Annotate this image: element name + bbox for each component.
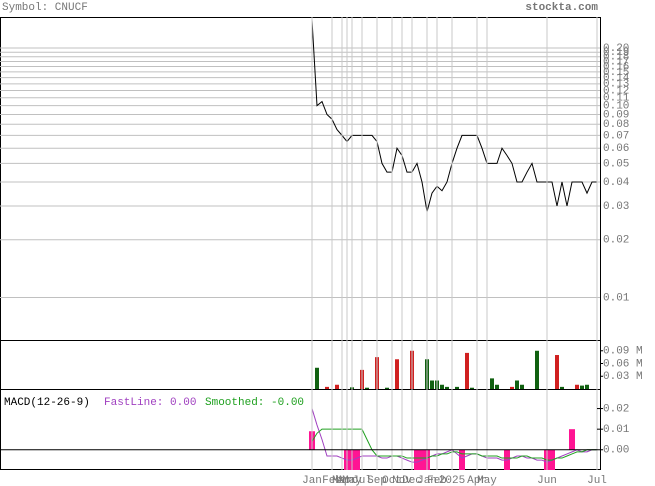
y-tick-label: 0.13 [603,79,629,91]
x-tick-label: Apr [467,475,487,486]
y-tick-label: 0.01 [603,424,630,436]
volume-bar [490,378,494,389]
price-panel [0,19,600,298]
y-tick-label: 0.11 [603,93,630,105]
volume-bar [440,384,444,389]
x-tick-label: Nov [392,475,412,486]
x-tick-label: Dec [402,475,422,486]
volume-bar [495,384,499,389]
x-tick-label: Jul [587,475,607,486]
x-tick-label: Jan [417,475,437,486]
volume-bar [515,380,519,389]
volume-bar [510,386,514,389]
site: stockta.com [525,2,598,14]
price-line [311,19,597,212]
histogram-bar [414,449,420,470]
histogram-bar [354,449,360,470]
y-tick-label: 0.00 [603,445,629,457]
volume-bar [465,352,469,389]
y-tick-label: 0.02 [603,235,629,247]
y-tick-label: 0.17 [603,56,629,68]
x-tick-label: Jun [537,475,557,486]
x-tick-label: 2025 [439,475,465,486]
volume-bar [555,355,559,389]
volume-bar [585,384,589,389]
y-tick-label: 0.20 [603,43,629,55]
x-tick-label: May [342,475,362,486]
y-tick-label: 0.08 [603,119,629,131]
volume-bar [520,384,524,389]
volume-bar [455,386,459,389]
x-tick-label: Feb [322,475,342,486]
y-tick-label: 0.09 [603,109,629,121]
volume-bar [445,386,449,389]
histogram-bar [569,429,575,450]
x-tick-label: Oct [382,475,402,486]
y-tick-label: 0.05 [603,158,629,170]
x-tick-label: Apr [337,475,357,486]
y-tick-label: 0.15 [603,67,629,79]
y-tick-label: 0.16 [603,61,629,73]
y-tick-label: 0.03 M [603,371,643,383]
volume-bar [385,387,389,389]
volume-bar [315,367,319,389]
symbol: Symbol: CNUCF [2,2,88,14]
x-tick-label: Mar [332,475,352,486]
volume-bar [365,387,369,389]
macd-line [311,428,597,461]
x-tick-label: Sep [367,475,387,486]
y-tick-label: 0.18 [603,52,629,64]
volume-bar [430,380,434,389]
x-tick-label: Jan [302,475,322,486]
y-tick-label: 0.14 [603,73,630,85]
y-tick-label: 0.01 [603,292,630,304]
volume-bar [575,384,579,389]
volume-bar [580,385,584,389]
x-tick-label: Feb [427,475,447,486]
y-tick-label: 0.06 M [603,358,643,370]
x-tick-label: Jul [352,475,372,486]
y-tick-label: 0.03 [603,201,629,213]
x-tick-label: May [477,475,497,486]
y-tick-label: 0.04 [603,177,630,189]
y-tick-label: 0.02 [603,403,629,415]
y-tick-label: 0.09 M [603,346,643,358]
y-tick-label: 0.19 [603,47,629,59]
macd-title: MACD(12-26-9) [4,397,90,409]
y-tick-label: 0.07 [603,130,629,142]
y-tick-label: 0.06 [603,143,629,155]
frame [0,17,601,470]
volume-bar [535,350,539,389]
legend-fast: FastLine: 0.00 [104,397,196,409]
volume-bar [560,386,564,389]
volume-bar [470,387,474,389]
volume-bar [335,384,339,389]
legend-smoothed: Smoothed: -0.00 [205,397,304,409]
volume-bar [325,386,329,389]
y-tick-label: 0.12 [603,85,629,97]
volume-bar [395,359,399,389]
histogram-bar [459,449,465,470]
y-tick-label: 0.10 [603,101,629,113]
